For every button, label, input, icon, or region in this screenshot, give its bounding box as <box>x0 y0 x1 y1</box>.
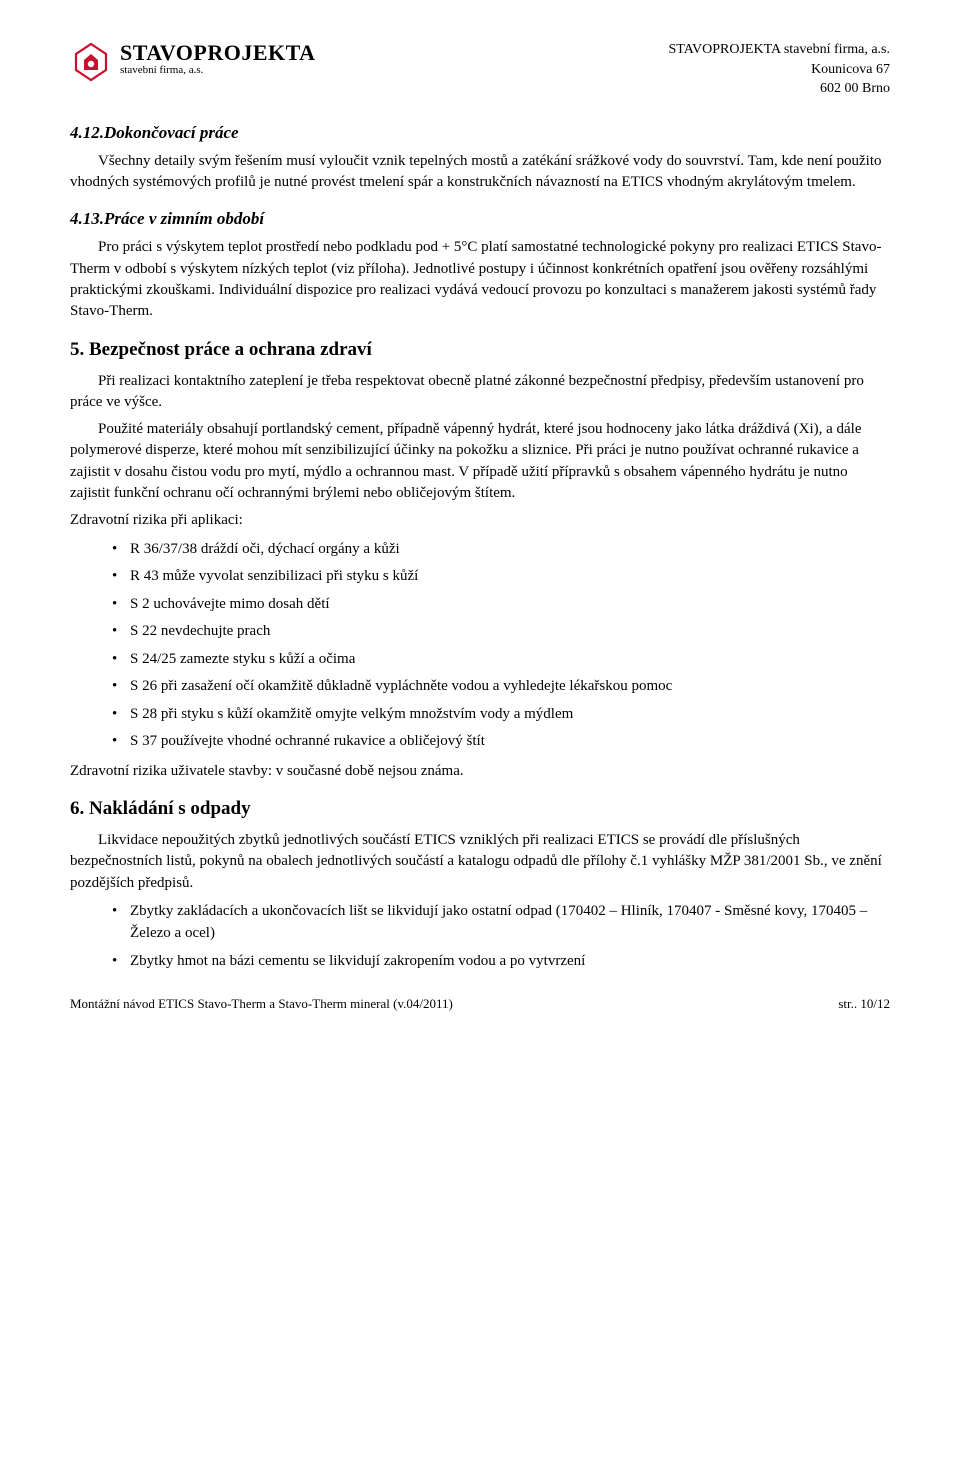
risks-application-label: Zdravotní rizika při aplikaci: <box>70 510 890 531</box>
list-item: Zbytky zakládacích a ukončovacích lišt s… <box>112 900 890 945</box>
page-footer: Montážní návod ETICS Stavo-Therm a Stavo… <box>70 996 890 1012</box>
heading-5: 5. Bezpečnost práce a ochrana zdraví <box>70 339 890 361</box>
logo-subtitle: stavební firma, a.s. <box>120 64 316 76</box>
risks-application-list: R 36/37/38 dráždí oči, dýchací orgány a … <box>70 538 890 753</box>
logo-block: STAVOPROJEKTA stavební firma, a.s. <box>70 40 316 82</box>
list-item: S 22 nevdechujte prach <box>112 620 890 643</box>
logo-text-block: STAVOPROJEKTA stavební firma, a.s. <box>120 40 316 76</box>
list-item: S 2 uchovávejte mimo dosah dětí <box>112 593 890 616</box>
heading-4-12: 4.12.Dokončovací práce <box>70 123 890 143</box>
list-item: Zbytky hmot na bázi cementu se likvidují… <box>112 950 890 973</box>
paragraph-4-12: Všechny detaily svým řešením musí vylouč… <box>70 151 890 194</box>
company-street: Kounicova 67 <box>669 60 891 80</box>
heading-4-13: 4.13.Práce v zimním období <box>70 209 890 229</box>
risks-user-label: Zdravotní rizika uživatele stavby: v sou… <box>70 761 890 782</box>
waste-list: Zbytky zakládacích a ukončovacích lišt s… <box>70 900 890 973</box>
paragraph-4-13: Pro práci s výskytem teplot prostředí ne… <box>70 237 890 322</box>
company-logo-icon <box>70 40 112 82</box>
company-name: STAVOPROJEKTA stavební firma, a.s. <box>669 40 891 60</box>
footer-left: Montážní návod ETICS Stavo-Therm a Stavo… <box>70 996 453 1012</box>
list-item: S 37 používejte vhodné ochranné rukavice… <box>112 730 890 753</box>
list-item: R 43 může vyvolat senzibilizaci při styk… <box>112 565 890 588</box>
list-item: S 26 při zasažení očí okamžitě důkladně … <box>112 675 890 698</box>
footer-right: str.. 10/12 <box>838 996 890 1012</box>
list-item: R 36/37/38 dráždí oči, dýchací orgány a … <box>112 538 890 561</box>
page-header: STAVOPROJEKTA stavební firma, a.s. STAVO… <box>70 40 890 99</box>
list-item: S 28 při styku s kůží okamžitě omyjte ve… <box>112 703 890 726</box>
heading-6: 6. Nakládání s odpady <box>70 798 890 820</box>
header-company-info: STAVOPROJEKTA stavební firma, a.s. Kouni… <box>669 40 891 99</box>
logo-title: STAVOPROJEKTA <box>120 40 316 66</box>
paragraph-5-1: Při realizaci kontaktního zateplení je t… <box>70 371 890 414</box>
paragraph-6-1: Likvidace nepoužitých zbytků jednotlivýc… <box>70 830 890 894</box>
company-city: 602 00 Brno <box>669 79 891 99</box>
paragraph-5-2: Použité materiály obsahují portlandský c… <box>70 419 890 504</box>
list-item: S 24/25 zamezte styku s kůží a očima <box>112 648 890 671</box>
